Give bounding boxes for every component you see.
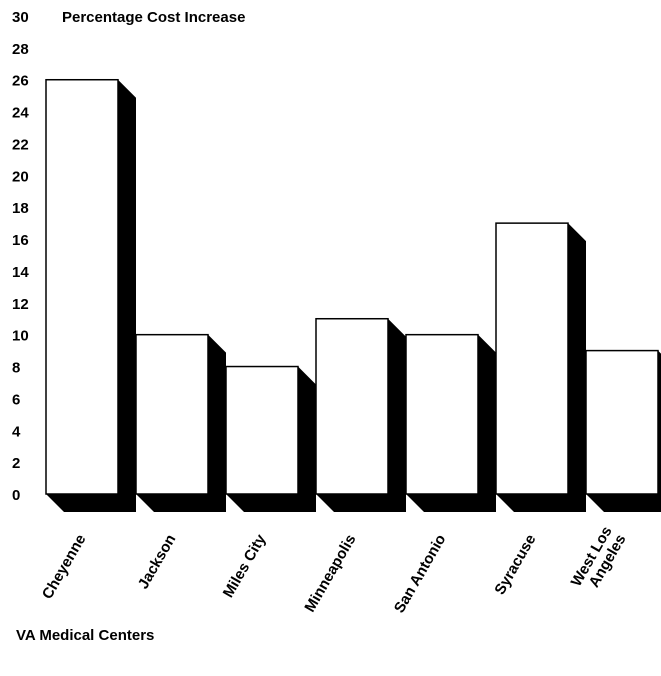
category-label: Minneapolis: [301, 532, 359, 616]
category-label: West LosAngeles: [568, 524, 630, 598]
y-tick-label: 6: [12, 391, 20, 408]
y-axis-label: Percentage Cost Increase: [62, 9, 245, 26]
bar-face: [225, 365, 299, 495]
y-tick-label: 14: [12, 264, 29, 281]
y-tick-label: 10: [12, 328, 29, 345]
y-tick-label: 16: [12, 232, 29, 249]
x-axis-label: VA Medical Centers: [16, 627, 154, 644]
category-label: Syracuse: [491, 532, 539, 598]
category-label: Jackson: [135, 532, 180, 593]
bar-shadow: [586, 350, 661, 512]
bar-face: [135, 333, 209, 495]
y-tick-label: 30: [12, 9, 29, 26]
y-tick-label: 24: [12, 105, 29, 122]
bar-face: [405, 333, 479, 495]
bar: [585, 349, 661, 512]
y-tick-label: 12: [12, 296, 29, 313]
bar: [495, 222, 586, 512]
bar: [225, 365, 316, 512]
category-label: Miles City: [220, 531, 270, 601]
y-tick-label: 0: [12, 487, 20, 504]
bar: [315, 317, 406, 512]
bar: [135, 333, 226, 512]
category-label: San Antonio: [391, 532, 450, 617]
category-labels: Cheyenne Jackson Miles City Minneapolis San …: [39, 524, 630, 617]
category-label: Cheyenne: [39, 532, 90, 603]
y-tick-label: 18: [12, 200, 29, 217]
y-tick-label: 2: [12, 455, 20, 472]
y-tick-label: 4: [12, 423, 21, 440]
bar: [405, 333, 496, 512]
bar-face: [495, 222, 569, 495]
y-tick-label: 26: [12, 73, 29, 90]
bar-face: [585, 349, 659, 495]
bar-face: [315, 317, 389, 495]
y-tick-label: 22: [12, 136, 29, 153]
y-tick-label: 8: [12, 360, 20, 377]
bars: [45, 78, 661, 512]
bar-face: [45, 78, 119, 495]
y-tick-label: 28: [12, 41, 29, 58]
y-tick-label: 20: [12, 168, 29, 185]
bar: [45, 78, 136, 512]
